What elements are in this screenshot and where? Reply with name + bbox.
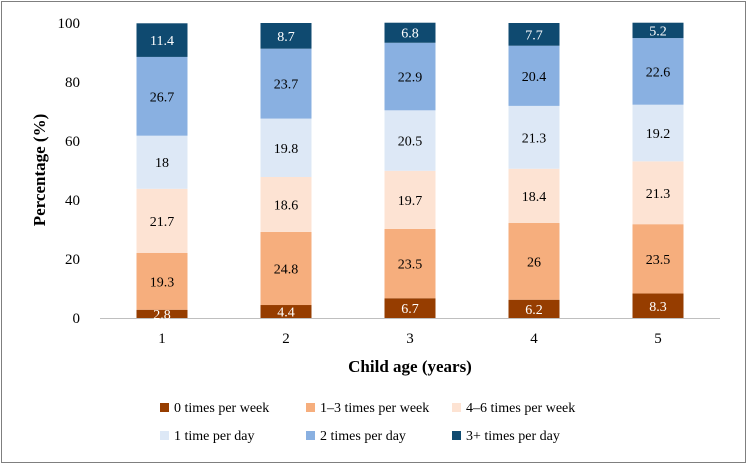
- x-tick-label: 4: [530, 331, 538, 347]
- y-tick-label: 0: [73, 311, 81, 327]
- legend-label: 0 times per week: [174, 401, 269, 416]
- bar-segment: [508, 45, 560, 106]
- bar-segment: [260, 305, 312, 318]
- data-label: 26: [527, 255, 541, 270]
- bar-segment: [384, 22, 436, 43]
- legend-label: 1 time per day: [174, 429, 254, 444]
- data-label: 18.6: [274, 198, 299, 213]
- bar-segment: [260, 23, 312, 49]
- legend-swatch: [306, 403, 315, 412]
- bar-segment: [260, 118, 312, 177]
- y-tick-label: 20: [65, 252, 80, 268]
- bar-segment: [384, 298, 436, 318]
- data-label: 8.7: [277, 30, 295, 45]
- data-label: 2.8: [153, 308, 171, 323]
- y-axis-title: Percentage (%): [30, 114, 49, 227]
- data-label: 20.5: [398, 135, 423, 150]
- data-label: 19.7: [398, 194, 423, 209]
- bar-segment: [136, 309, 188, 318]
- legend: 0 times per week 1–3 times per week 4–6 ti…: [160, 401, 575, 444]
- data-label: 18.4: [522, 190, 547, 205]
- x-tick-label: 5: [654, 331, 662, 347]
- y-tick-label: 60: [65, 134, 80, 150]
- bar-segment: [384, 110, 436, 171]
- bar-segment: [260, 231, 312, 306]
- data-label: 22.9: [398, 71, 423, 86]
- bar-segment: [384, 170, 436, 229]
- legend-label: 2 times per day: [320, 429, 406, 444]
- bar-segment: [384, 42, 436, 111]
- bar-segment: [508, 223, 560, 300]
- bar-segment: [136, 188, 188, 253]
- data-label: 18: [155, 156, 169, 171]
- bar-segment: [632, 104, 684, 162]
- data-label: 8.3: [649, 300, 667, 315]
- bar-segment: [632, 293, 684, 318]
- legend-label: 3+ times per day: [466, 429, 560, 444]
- x-tick-label: 1: [158, 331, 166, 347]
- legend-label: 4–6 times per week: [466, 401, 575, 416]
- bar-segment: [136, 252, 188, 310]
- legend-swatch: [306, 431, 315, 440]
- y-tick-label: 100: [58, 16, 81, 32]
- bar-segment: [632, 224, 684, 294]
- bar-segment: [136, 135, 188, 189]
- legend-label: 1–3 times per week: [320, 401, 429, 416]
- data-label: 20.4: [522, 70, 547, 85]
- x-tick-label: 2: [282, 331, 290, 347]
- data-label: 22.6: [646, 65, 671, 80]
- data-label: 21.7: [150, 215, 175, 230]
- bar-segment: [260, 48, 312, 119]
- bar-segment: [508, 105, 560, 169]
- bar-segment: [260, 176, 312, 232]
- bar-segment: [632, 38, 684, 105]
- data-label: 6.7: [401, 302, 419, 317]
- data-label: 19.2: [646, 127, 671, 142]
- bar-segment: [632, 161, 684, 225]
- bar-segment: [136, 23, 188, 57]
- data-label: 6.8: [401, 27, 419, 42]
- data-label: 24.8: [274, 262, 299, 277]
- data-label: 21.3: [522, 131, 547, 146]
- data-label: 4.4: [277, 306, 295, 321]
- data-label: 11.4: [150, 34, 174, 49]
- x-tick-label: 3: [406, 331, 414, 347]
- bar-segment: [508, 23, 560, 46]
- data-label: 7.7: [525, 28, 543, 43]
- bar-segment: [508, 299, 560, 318]
- y-tick-label: 80: [65, 75, 80, 91]
- data-label: 23.5: [398, 258, 423, 273]
- data-label: 21.3: [646, 187, 671, 202]
- data-label: 6.2: [525, 303, 543, 318]
- bar-segment: [632, 22, 684, 39]
- bar-segment: [136, 56, 188, 136]
- data-label: 19.8: [274, 142, 299, 157]
- bar-segment: [384, 228, 436, 299]
- data-label: 5.2: [649, 24, 667, 39]
- data-label: 23.7: [274, 78, 299, 93]
- legend-swatch: [160, 431, 169, 440]
- legend-swatch: [452, 431, 461, 440]
- y-tick-label: 40: [65, 193, 80, 209]
- bar-segment: [508, 168, 560, 224]
- data-label: 26.7: [150, 90, 175, 105]
- data-label: 19.3: [150, 275, 175, 290]
- data-label: 23.5: [646, 253, 671, 268]
- legend-swatch: [160, 403, 169, 412]
- x-axis-title: Child age (years): [348, 357, 472, 376]
- legend-swatch: [452, 403, 461, 412]
